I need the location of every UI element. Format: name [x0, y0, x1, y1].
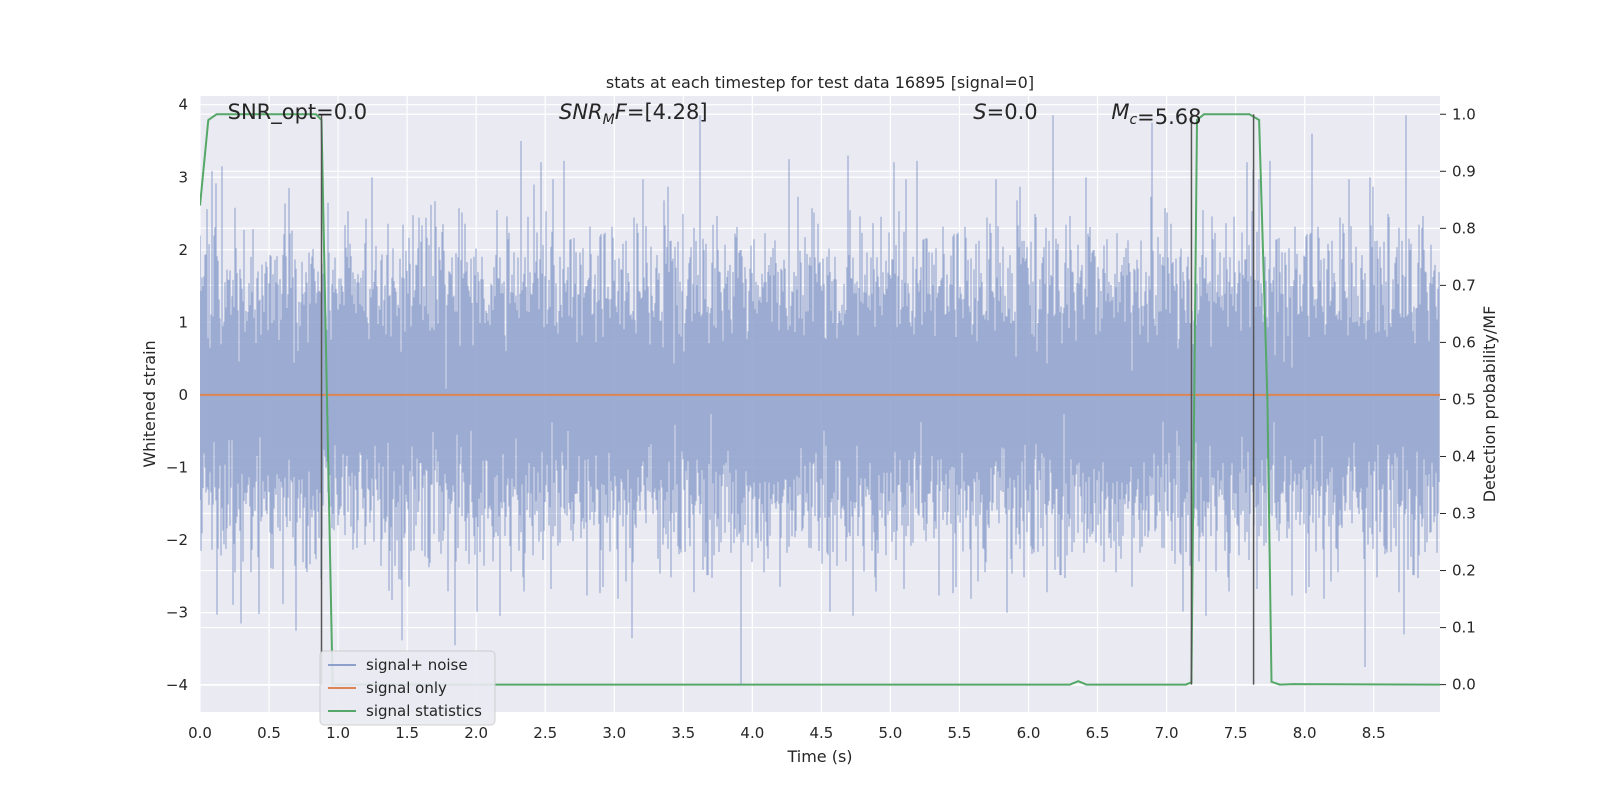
- y-tick-label-left: 4: [178, 96, 188, 114]
- x-tick-label: 6.0: [1017, 724, 1041, 742]
- y-tick-label-left: 2: [178, 241, 188, 259]
- annotation-snr-opt: SNR_opt=0.0: [228, 100, 368, 125]
- legend-label: signal+ noise: [366, 656, 468, 674]
- y-tick-label-left: −1: [166, 458, 188, 476]
- y-axis-label-left: Whitened strain: [140, 340, 159, 467]
- legend: signal+ noise signal only signal statistic…: [319, 650, 496, 726]
- x-tick-label: 5.5: [948, 724, 972, 742]
- x-tick-label: 6.5: [1086, 724, 1110, 742]
- y-tick-label-right: 1.0: [1452, 105, 1476, 123]
- x-ticks: 0.0 0.5 1.0 1.5 2.0 2.5 3.0 3.5 4.0 4.5 5.0 5.5 6.0 6…: [188, 724, 1386, 742]
- annotation-mc: Mc=5.68: [1111, 100, 1201, 129]
- x-tick-label: 4.0: [740, 724, 764, 742]
- y-tick-label-left: −4: [166, 676, 188, 694]
- y-ticks-left: −4 −3 −2 −1 0 1 2 3 4: [166, 96, 188, 694]
- series-signal-statistics: [200, 113, 1440, 686]
- y-tick-label-left: 1: [178, 313, 188, 331]
- x-tick-label: 4.5: [809, 724, 833, 742]
- x-tick-label: 7.0: [1155, 724, 1179, 742]
- y-ticks-right: 0.0 0.1 0.2 0.3 0.4 0.5 0.6 0.7 0.8 0.9 1.0: [1440, 105, 1476, 694]
- y-tick-label-right: 0.7: [1452, 276, 1476, 294]
- y-tick-label-right: 0.8: [1452, 219, 1476, 237]
- y-tick-label-right: 0.4: [1452, 447, 1476, 465]
- y-tick-label-right: 0.2: [1452, 562, 1476, 580]
- y-tick-label-right: 0.0: [1452, 676, 1476, 694]
- annotation-s-stat: S=0.0: [973, 100, 1037, 124]
- series-layer: [200, 113, 1440, 686]
- legend-box: [319, 650, 496, 726]
- y-tick-label-left: 3: [178, 168, 188, 186]
- x-axis-label: Time (s): [786, 747, 852, 766]
- y-tick-label-left: −2: [166, 531, 188, 549]
- y-tick-label-right: 0.6: [1452, 333, 1476, 351]
- y-tick-label-right: 0.1: [1452, 619, 1476, 637]
- y-axis-label-right: Detection probability/MF: [1480, 306, 1499, 503]
- x-tick-label: 7.5: [1224, 724, 1248, 742]
- annotation-snr-mf: SNRMF=[4.28]: [559, 100, 708, 128]
- legend-label: signal statistics: [366, 702, 482, 720]
- y-tick-label-left: −3: [166, 604, 188, 622]
- x-tick-label: 3.5: [671, 724, 695, 742]
- y-tick-label-right: 0.5: [1452, 390, 1476, 408]
- legend-label: signal only: [366, 679, 447, 697]
- x-tick-label: 5.0: [878, 724, 902, 742]
- annotations: SNR_opt=0.0 SNRMF=[4.28] S=0.0 Mc=5.68: [228, 100, 1202, 129]
- x-tick-label: 8.5: [1362, 724, 1386, 742]
- x-tick-label: 8.0: [1293, 724, 1317, 742]
- x-tick-label: 0.5: [257, 724, 281, 742]
- y-tick-label-right: 0.3: [1452, 505, 1476, 523]
- x-tick-label: 2.5: [533, 724, 557, 742]
- x-tick-label: 2.0: [464, 724, 488, 742]
- x-tick-label: 0.0: [188, 724, 212, 742]
- x-tick-label: 1.0: [326, 724, 350, 742]
- x-tick-label: 3.0: [602, 724, 626, 742]
- chart-title: stats at each timestep for test data 168…: [606, 73, 1034, 92]
- x-tick-label: 1.5: [395, 724, 419, 742]
- y-tick-label-left: 0: [178, 386, 188, 404]
- y-tick-label-right: 0.9: [1452, 162, 1476, 180]
